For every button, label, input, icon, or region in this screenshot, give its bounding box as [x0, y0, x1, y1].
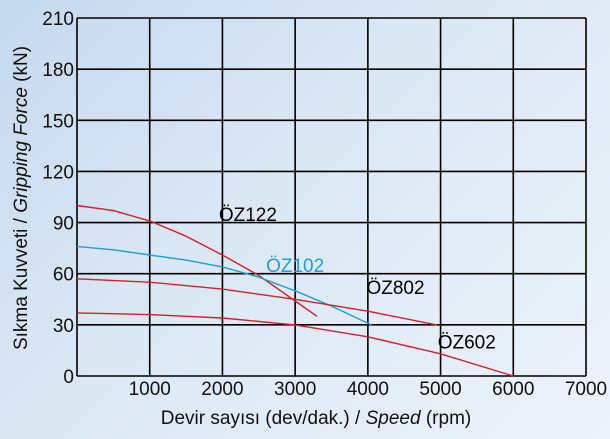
y-tick-label: 180: [42, 60, 74, 81]
y-tick-label: 90: [53, 214, 74, 235]
x-axis-title: Devir sayısı (dev/dak.) / Speed (rpm): [161, 408, 471, 429]
series-label: ÖZ802: [366, 278, 424, 299]
y-tick-label: 210: [42, 9, 74, 30]
x-axis-title-unit: (rpm): [421, 408, 472, 429]
x-tick-label: 2000: [201, 379, 243, 400]
x-tick-label: 3000: [274, 379, 316, 400]
x-axis-ticks: 1000 2000 3000 4000 5000 6000 7000: [129, 379, 608, 400]
x-tick-label: 4000: [347, 379, 389, 400]
x-axis-title-plain: Devir sayısı (dev/dak.) /: [161, 408, 366, 429]
y-axis-ticks: 0 30 60 90 120 150 180 210: [42, 9, 74, 388]
series-layer: [76, 204, 514, 377]
series-line-z602: [76, 312, 514, 377]
y-tick-label: 150: [42, 111, 74, 132]
grid: [76, 17, 587, 377]
y-tick-label: 0: [63, 367, 74, 388]
series-line-z122: [76, 204, 318, 317]
series-line-z802: [76, 278, 438, 326]
series-label: ÖZ122: [219, 205, 277, 226]
y-axis-title-italic: Gripping Force: [11, 87, 32, 213]
series-line-z102: [76, 245, 372, 326]
x-tick-label: 7000: [565, 379, 607, 400]
x-axis-title-italic: Speed: [366, 408, 422, 429]
x-tick-label: 6000: [492, 379, 534, 400]
y-axis-title-unit: (kN): [11, 46, 32, 87]
y-axis-title-plain: Sıkma Kuvveti /: [11, 213, 32, 350]
series-label: ÖZ102: [266, 256, 324, 277]
x-tick-label: 5000: [419, 379, 461, 400]
series-labels: ÖZ122 ÖZ102 ÖZ802 ÖZ602: [219, 205, 496, 354]
y-tick-label: 30: [53, 316, 74, 337]
series-label: ÖZ602: [438, 333, 496, 354]
y-tick-label: 120: [42, 162, 74, 183]
y-axis-title: Sıkma Kuvveti / Gripping Force (kN): [11, 46, 32, 350]
x-tick-label: 1000: [129, 379, 171, 400]
y-tick-label: 60: [53, 265, 74, 286]
